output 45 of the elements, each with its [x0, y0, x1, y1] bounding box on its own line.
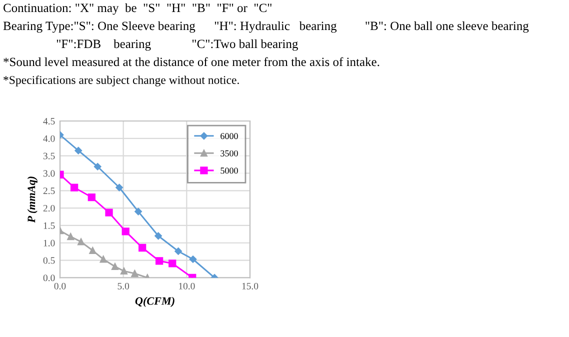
point — [100, 256, 107, 263]
legend-label: 5000 — [220, 168, 238, 174]
legend-label: 6000 — [220, 133, 238, 140]
point — [94, 162, 102, 170]
text: Continuation: "X" may be "S" "H" "B" "F" or "C" — [4, 3, 272, 15]
y-tick-label: 3.5 — [43, 152, 55, 160]
point — [112, 263, 118, 270]
point — [70, 184, 78, 192]
point — [154, 232, 162, 240]
point — [134, 208, 142, 216]
point — [122, 228, 130, 236]
y-tick-label: 0.0 — [43, 274, 55, 282]
point — [74, 146, 82, 154]
point — [168, 260, 176, 268]
point — [89, 247, 96, 254]
text: Bearing Type:"S": One Sleeve bearing "H": Hydraulic bearing "B": One ball one sleeve bearing — [3, 21, 529, 33]
x-tick-label: 10.0 — [179, 282, 195, 290]
point — [138, 244, 146, 252]
point — [155, 257, 164, 265]
text: *Sound level measured at the distance of one meter from the axis of intake. — [4, 57, 380, 66]
y-tick-label: 4.0 — [43, 135, 55, 142]
y-tick-label: 3.0 — [43, 170, 55, 177]
y-tick-label: 1.0 — [44, 240, 55, 246]
x-tick-label: 0.0 — [54, 282, 66, 290]
x-axis-title: Q(CFM) — [135, 296, 174, 308]
y-tick-label: 4.5 — [43, 118, 55, 125]
point — [105, 208, 113, 216]
y-axis-title: P (mmAq) — [27, 176, 38, 223]
legend-label: 3500 — [220, 150, 238, 156]
x-tick-label: 15.0 — [242, 282, 258, 290]
y-tick-label: 1.5 — [44, 222, 55, 229]
y-tick-label: 0.5 — [43, 257, 55, 264]
y-tick-label: 2.0 — [43, 204, 55, 212]
point — [88, 193, 96, 202]
text: *Specifications are subject change without notice. — [4, 76, 239, 86]
point — [120, 268, 128, 275]
text: "F":FDB bearing "C":Two ball bearing — [56, 39, 298, 51]
point — [67, 233, 74, 240]
point — [189, 256, 197, 263]
point — [131, 270, 138, 277]
y-tick-label: 2.5 — [43, 188, 55, 194]
point — [116, 184, 123, 192]
point — [174, 248, 182, 255]
point — [78, 238, 84, 246]
x-tick-label: 5.0 — [118, 282, 130, 290]
